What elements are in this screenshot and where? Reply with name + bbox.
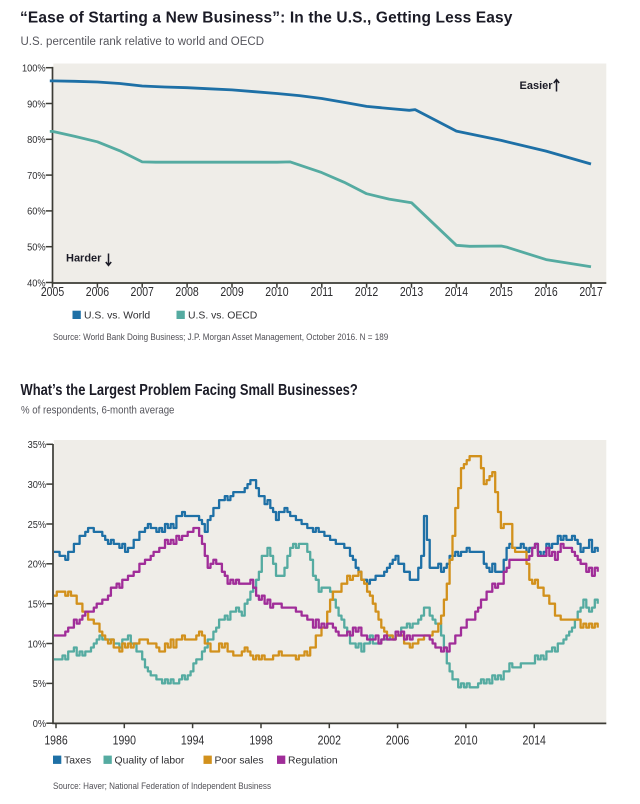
svg-text:100%: 100% bbox=[22, 63, 46, 75]
svg-text:Taxes: Taxes bbox=[64, 756, 91, 767]
svg-text:2006: 2006 bbox=[86, 286, 109, 299]
svg-text:Quality of labor: Quality of labor bbox=[115, 756, 185, 767]
svg-text:70%: 70% bbox=[27, 170, 46, 182]
svg-text:2007: 2007 bbox=[131, 286, 154, 299]
svg-text:2010: 2010 bbox=[454, 735, 477, 748]
svg-text:2015: 2015 bbox=[490, 286, 513, 299]
svg-text:2002: 2002 bbox=[318, 735, 341, 748]
svg-text:Regulation: Regulation bbox=[288, 756, 338, 767]
svg-text:Harder: Harder bbox=[66, 253, 102, 265]
svg-text:10%: 10% bbox=[28, 639, 47, 651]
svg-text:2017: 2017 bbox=[579, 286, 602, 299]
svg-text:2014: 2014 bbox=[523, 735, 547, 748]
svg-text:0%: 0% bbox=[33, 719, 47, 731]
svg-text:% of respondents, 6-month aver: % of respondents, 6-month average bbox=[21, 404, 175, 417]
svg-text:25%: 25% bbox=[28, 519, 47, 531]
svg-text:Source: World Bank Doing Busin: Source: World Bank Doing Business; J.P. … bbox=[53, 332, 388, 343]
svg-text:Source: Haver; National Federa: Source: Haver; National Federation of In… bbox=[53, 781, 271, 792]
svg-text:Poor sales: Poor sales bbox=[215, 756, 264, 767]
svg-text:U.S. vs. OECD: U.S. vs. OECD bbox=[188, 311, 257, 322]
svg-text:30%: 30% bbox=[28, 479, 47, 491]
svg-text:1986: 1986 bbox=[44, 735, 67, 748]
svg-text:1994: 1994 bbox=[181, 735, 205, 748]
svg-text:2008: 2008 bbox=[175, 286, 198, 299]
svg-text:35%: 35% bbox=[28, 440, 47, 452]
svg-text:60%: 60% bbox=[27, 206, 46, 218]
svg-text:2013: 2013 bbox=[400, 286, 423, 299]
svg-text:Easier: Easier bbox=[520, 80, 554, 92]
svg-text:40%: 40% bbox=[27, 278, 46, 290]
svg-text:80%: 80% bbox=[27, 135, 46, 147]
svg-text:15%: 15% bbox=[28, 599, 47, 611]
svg-text:U.S. vs. World: U.S. vs. World bbox=[84, 311, 150, 322]
svg-text:5%: 5% bbox=[33, 679, 47, 691]
svg-text:1998: 1998 bbox=[249, 735, 272, 748]
svg-text:2016: 2016 bbox=[534, 286, 557, 299]
svg-text:2009: 2009 bbox=[220, 286, 243, 299]
svg-text:20%: 20% bbox=[28, 559, 47, 571]
svg-text:90%: 90% bbox=[27, 99, 46, 111]
svg-text:2010: 2010 bbox=[265, 286, 288, 299]
svg-text:2012: 2012 bbox=[355, 286, 378, 299]
svg-text:2014: 2014 bbox=[445, 286, 469, 299]
svg-text:1990: 1990 bbox=[113, 735, 136, 748]
svg-text:“Ease of Starting a New Busine: “Ease of Starting a New Business”: In th… bbox=[20, 9, 513, 26]
svg-text:2011: 2011 bbox=[311, 286, 334, 299]
svg-text:50%: 50% bbox=[27, 242, 46, 254]
svg-text:What’s the Largest Problem Fac: What’s the Largest Problem Facing Small … bbox=[21, 382, 358, 399]
svg-text:U.S. percentile rank relative: U.S. percentile rank relative to world a… bbox=[21, 36, 265, 48]
svg-text:2005: 2005 bbox=[41, 286, 64, 299]
svg-text:2006: 2006 bbox=[386, 735, 409, 748]
